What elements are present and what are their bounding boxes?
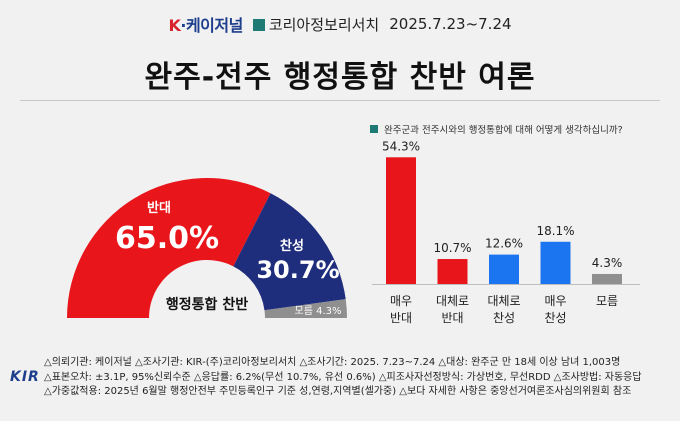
pollster: 코리아정보리서치 (252, 14, 379, 35)
bar-category-label: 매우 (390, 294, 412, 308)
page-title: 완주-전주 행정통합 찬반 여론 (144, 60, 536, 95)
bar-value-label: 4.3% (592, 256, 623, 270)
bar-value-label: 12.6% (485, 237, 523, 251)
slice-value-label: 30.7% (256, 256, 339, 284)
bar-category-label: 반대 (441, 311, 463, 325)
bar-category-label: 대체로 (487, 294, 520, 308)
square-bullet-icon (252, 18, 265, 31)
bar-category-label: 매우 (544, 294, 566, 308)
slice-label: 찬성 (280, 238, 304, 254)
bar-value-label: 18.1% (536, 224, 574, 238)
bar-value-label: 10.7% (433, 241, 471, 255)
bar-category-label: 반대 (390, 311, 412, 325)
slice-label: 반대 (147, 200, 171, 216)
bar-2 (437, 259, 468, 284)
slice-value-label: 65.0% (115, 221, 219, 256)
footnote-line: △의뢰기관: 케이저널 △조사기관: KIR-(주)코리아정보리서치 △조사기간… (44, 357, 621, 368)
bar-5 (592, 273, 622, 284)
pie-center-label: 행정통합 찬반 (166, 296, 248, 313)
square-bullet-icon (370, 125, 378, 133)
bar-value-label: 54.3% (382, 139, 420, 153)
kjournal-logo: K·케이저널 (168, 16, 243, 35)
bar-category-label: 찬성 (493, 310, 515, 325)
bar-1 (386, 157, 416, 284)
slice-label: 모름 4.3% (295, 305, 342, 317)
divider (20, 100, 660, 101)
bar-category-label: 대체로 (436, 294, 469, 308)
pie-slice-2 (233, 193, 346, 311)
bar-category-label: 찬성 (544, 310, 566, 325)
header: K·케이저널 코리아정보리서치 2025.7.23~7.24 (0, 10, 680, 38)
survey-question: 완주군과 전주시와의 행정통합에 대해 어떻게 생각하십니까? (370, 122, 623, 136)
pie-slice-1 (67, 177, 271, 318)
bar-4 (540, 241, 571, 284)
footnote-line: △가중값적용: 2025년 6월말 행정안전부 주민등록인구 기준 성,연령,지… (44, 386, 632, 397)
footnote-line: △표본오차: ±3.1P, 95%신뢰수준 △응답률: 6.2%(무선 10.7… (44, 371, 642, 383)
bar-category-label: 모름 (596, 294, 618, 308)
survey-dates: 2025.7.23~7.24 (389, 15, 512, 33)
pie-slice-3 (264, 299, 347, 318)
kir-logo: KIR (10, 369, 40, 385)
bar-3 (489, 254, 519, 284)
